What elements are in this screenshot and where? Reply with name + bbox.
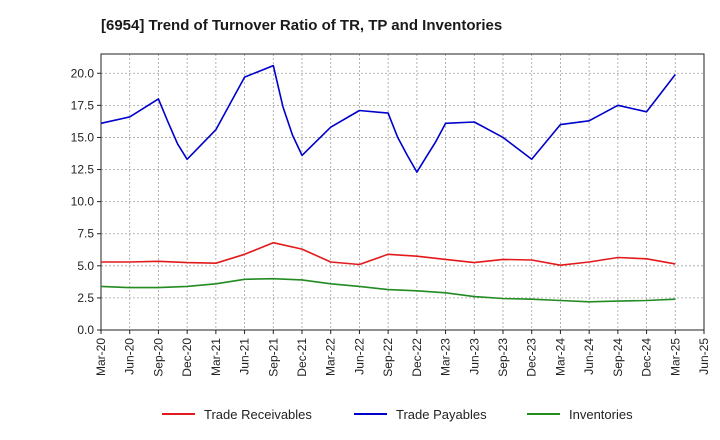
x-tick-label: Mar-21	[209, 338, 223, 376]
x-tick-label: Jun-22	[352, 338, 366, 375]
x-tick-label: Mar-20	[94, 338, 108, 376]
y-axis: 0.0 2.5 5.0 7.5 10.0 12.5 15.0 17.5 20.0	[71, 66, 101, 337]
x-tick-label: Mar-25	[668, 338, 682, 376]
x-tick-label: Dec-24	[640, 338, 654, 377]
x-tick-label: Sep-21	[266, 338, 280, 377]
y-tick-label: 2.5	[77, 291, 94, 305]
x-tick-label: Mar-24	[553, 338, 567, 376]
y-tick-label: 12.5	[71, 163, 95, 177]
series-line-inventories	[100, 277, 676, 303]
legend-label: Trade Receivables	[204, 407, 312, 422]
y-tick-label: 20.0	[71, 66, 95, 80]
series-line-trade-payables	[100, 64, 676, 173]
x-axis: Mar-20 Jun-20 Sep-20 Dec-20 Mar-21 Jun-21 Sep-…	[94, 330, 711, 377]
x-tick-label: Dec-22	[410, 338, 424, 377]
y-tick-label: 0.0	[77, 323, 94, 337]
x-tick-label: Jun-21	[238, 338, 252, 375]
x-tick-label: Jun-24	[582, 338, 596, 375]
series-lines	[100, 64, 676, 303]
series-line-trade-receivables	[101, 241, 676, 267]
chart-title: [6954] Trend of Turnover Ratio of TR, TP…	[101, 17, 502, 34]
grid-lines	[100, 54, 705, 331]
x-tick-label: Sep-20	[151, 338, 165, 377]
y-tick-label: 10.0	[71, 195, 95, 209]
y-tick-label: 15.0	[71, 130, 95, 144]
plot-area	[100, 53, 705, 331]
x-tick-label: Jun-23	[467, 338, 481, 375]
legend: Trade Receivables Trade Payables Inventori…	[162, 407, 633, 422]
x-tick-label: Sep-23	[496, 338, 510, 377]
x-tick-label: Sep-24	[611, 338, 625, 377]
legend-label: Trade Payables	[396, 407, 487, 422]
x-tick-label: Mar-23	[439, 338, 453, 376]
y-tick-label: 7.5	[77, 227, 94, 241]
x-tick-label: Dec-23	[525, 338, 539, 377]
x-tick-label: Sep-22	[381, 338, 395, 377]
y-tick-label: 17.5	[71, 98, 95, 112]
x-tick-label: Dec-21	[295, 338, 309, 377]
legend-label: Inventories	[569, 407, 633, 422]
x-tick-label: Jun-20	[123, 338, 137, 375]
x-tick-label: Jun-25	[697, 338, 711, 375]
x-tick-label: Dec-20	[180, 338, 194, 377]
x-tick-label: Mar-22	[324, 338, 338, 376]
y-tick-label: 5.0	[77, 259, 94, 273]
